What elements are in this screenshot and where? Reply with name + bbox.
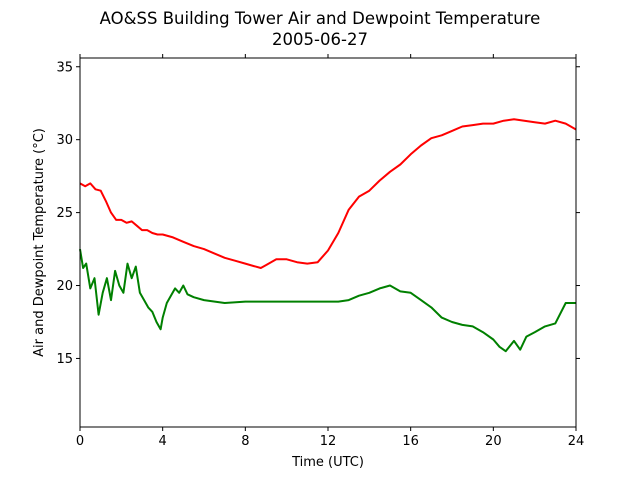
y-axis-ticks: 15 20 25 30 35 <box>56 60 580 367</box>
x-axis-label: Time (UTC) <box>291 455 364 470</box>
y-tick-label: 35 <box>56 60 73 75</box>
x-tick-label: 24 <box>568 434 585 449</box>
y-axis-label: Air and Dewpoint Temperature (°C) <box>32 128 47 357</box>
y-tick-label: 25 <box>56 206 73 221</box>
series-line-1 <box>79 118 577 269</box>
x-tick-label: 20 <box>485 434 502 449</box>
x-tick-label: 8 <box>241 434 249 449</box>
y-tick-label: 30 <box>56 133 73 148</box>
x-tick-label: 4 <box>159 434 167 449</box>
series-layer <box>79 118 577 353</box>
chart-subtitle: 2005-06-27 <box>272 30 368 49</box>
y-tick-label: 15 <box>56 352 73 367</box>
y-tick-label: 20 <box>56 279 73 294</box>
x-tick-label: 0 <box>76 434 84 449</box>
x-tick-label: 16 <box>402 434 419 449</box>
plot-frame <box>79 57 577 428</box>
x-tick-label: 12 <box>320 434 337 449</box>
chart-title: AO&SS Building Tower Air and Dewpoint Te… <box>100 9 541 28</box>
x-axis-ticks: 0 4 8 12 16 20 24 <box>76 54 584 449</box>
series-line-2 <box>79 248 576 353</box>
